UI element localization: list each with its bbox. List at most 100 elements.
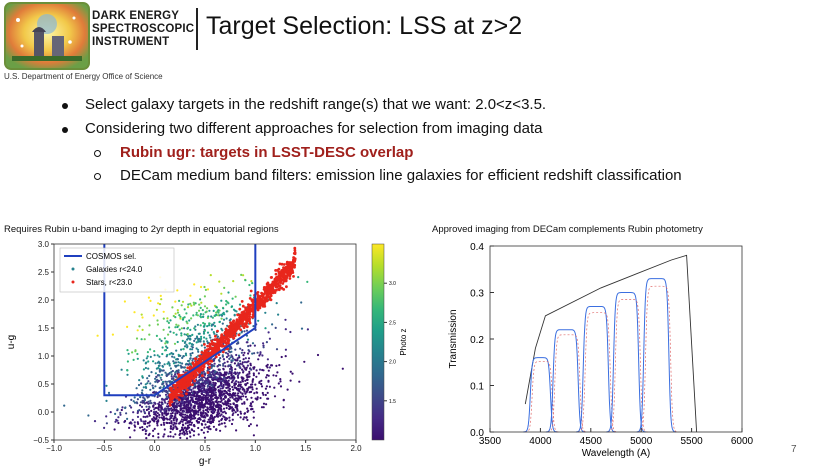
galaxy-point	[216, 310, 219, 313]
galaxy-point	[172, 423, 175, 426]
galaxy-point	[202, 411, 205, 414]
galaxy-point	[153, 419, 156, 423]
galaxy-point	[218, 368, 221, 371]
star-point	[289, 262, 293, 266]
galaxy-point	[153, 350, 156, 353]
galaxy-point	[181, 426, 184, 429]
galaxy-point	[273, 386, 276, 389]
star-point	[209, 352, 213, 356]
galaxy-point	[242, 377, 245, 380]
galaxy-point	[163, 349, 167, 352]
star-point	[287, 272, 291, 276]
star-point	[263, 296, 267, 300]
galaxy-point	[190, 317, 193, 320]
galaxy-point	[163, 428, 166, 431]
filter-curve-alt-m4000	[525, 360, 560, 433]
galaxy-point	[206, 288, 210, 291]
galaxy-point	[148, 411, 151, 414]
galaxy-point	[247, 360, 250, 363]
galaxy-point	[156, 424, 159, 427]
galaxy-point	[237, 342, 240, 345]
galaxy-point	[231, 395, 234, 398]
galaxy-point	[120, 408, 123, 412]
galaxy-point	[300, 327, 304, 330]
galaxy-point	[204, 379, 207, 382]
star-point	[189, 366, 193, 370]
galaxy-point	[186, 432, 189, 435]
galaxy-point	[218, 412, 221, 415]
galaxy-point	[225, 383, 228, 386]
galaxy-point	[147, 367, 150, 370]
galaxy-point	[213, 365, 216, 368]
galaxy-point	[203, 295, 206, 298]
galaxy-point	[234, 368, 237, 371]
galaxy-point	[206, 420, 209, 424]
galaxy-point	[245, 378, 248, 381]
galaxy-point	[232, 308, 236, 311]
galaxy-point	[282, 406, 285, 409]
galaxy-point	[193, 283, 196, 286]
galaxy-point	[217, 363, 221, 366]
galaxy-point	[167, 373, 170, 376]
galaxy-point	[143, 410, 146, 413]
galaxy-point	[218, 406, 221, 409]
galaxy-point	[226, 360, 229, 363]
galaxy-point	[246, 338, 250, 341]
galaxy-point	[268, 337, 271, 340]
galaxy-point	[146, 377, 149, 380]
galaxy-point	[126, 360, 129, 363]
star-point	[283, 268, 287, 271]
galaxy-point	[172, 314, 175, 318]
galaxy-point	[222, 364, 225, 367]
galaxy-point	[240, 395, 243, 398]
galaxy-point	[183, 366, 186, 369]
star-point	[230, 333, 234, 337]
galaxy-point	[262, 406, 265, 409]
star-point	[181, 386, 184, 390]
galaxy-point	[162, 382, 165, 385]
star-point	[214, 334, 217, 338]
galaxy-point	[113, 428, 116, 431]
galaxy-point	[160, 373, 164, 376]
galaxy-point	[170, 420, 173, 423]
galaxy-point	[248, 391, 251, 394]
x-tick-label: −1.0	[46, 444, 62, 453]
galaxy-point	[208, 381, 211, 384]
galaxy-point	[165, 374, 168, 378]
galaxy-point	[189, 413, 192, 416]
galaxy-point	[260, 406, 264, 409]
galaxy-point	[262, 346, 265, 349]
x-axis-label: Wavelength (A)	[582, 448, 651, 459]
star-point	[240, 300, 244, 303]
galaxy-point	[213, 321, 216, 324]
galaxy-point	[162, 415, 165, 418]
galaxy-point	[165, 395, 168, 399]
galaxy-point	[341, 367, 344, 370]
galaxy-point	[204, 377, 208, 380]
galaxy-point	[136, 410, 140, 413]
galaxy-point	[187, 393, 190, 396]
galaxy-point	[303, 360, 306, 363]
galaxy-point	[190, 345, 193, 348]
galaxy-point	[183, 316, 186, 319]
star-point	[172, 390, 176, 393]
star-point	[237, 333, 241, 337]
star-point	[225, 341, 229, 345]
star-point	[260, 302, 263, 306]
galaxy-point	[194, 337, 197, 340]
galaxy-point	[181, 300, 185, 303]
subbullet-rubin: Rubin ugr: targets in LSST-DESC overlap	[120, 144, 414, 161]
galaxy-point	[166, 418, 169, 421]
galaxy-point	[215, 428, 218, 431]
star-point	[244, 306, 247, 310]
galaxy-point	[234, 380, 237, 383]
galaxy-point	[222, 378, 225, 381]
star-point	[256, 294, 260, 297]
galaxy-point	[222, 367, 225, 370]
galaxy-point	[208, 394, 211, 397]
galaxy-point	[240, 273, 243, 276]
galaxy-point	[198, 332, 201, 335]
galaxy-point	[232, 378, 235, 381]
subbullet-ring	[94, 150, 101, 157]
galaxy-point	[279, 385, 283, 388]
